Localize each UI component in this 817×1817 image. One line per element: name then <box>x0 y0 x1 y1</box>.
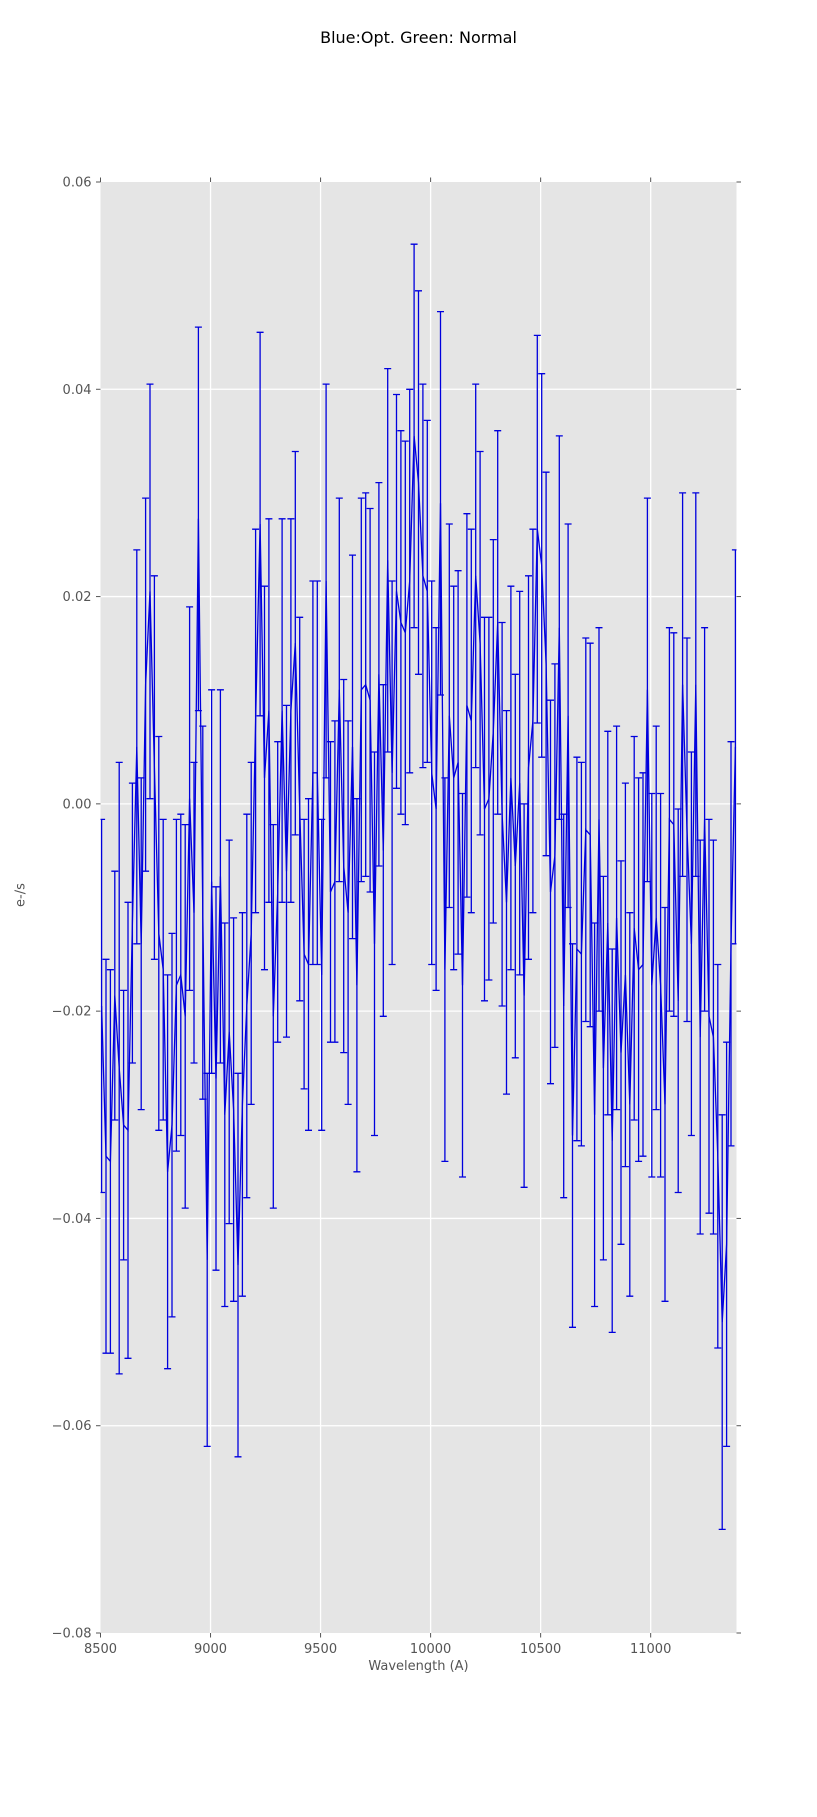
y-tick-label: −0.06 <box>52 1419 92 1434</box>
y-axis-label-text: e-/s <box>13 883 29 907</box>
x-tick-label: 9000 <box>194 1642 227 1657</box>
x-tick-label: 9500 <box>304 1642 337 1657</box>
y-tick-label: 0.06 <box>63 176 92 191</box>
x-tick-labels: 8500 9000 9500 10000 10500 11000 <box>84 1642 671 1657</box>
y-tick-label: −0.08 <box>52 1627 92 1642</box>
x-tick-label: 10500 <box>520 1642 561 1657</box>
y-tick-label: 0.04 <box>63 383 92 398</box>
x-tick-label: 10000 <box>410 1642 451 1657</box>
x-axis-label: Wavelength (A) <box>368 1659 469 1674</box>
chart-title: Blue:Opt. Green: Normal <box>320 28 517 47</box>
tick-marks <box>96 177 741 1638</box>
series-spectrum <box>100 243 737 1531</box>
x-tick-label: 8500 <box>84 1642 117 1657</box>
x-tick-label: 11000 <box>630 1642 671 1657</box>
y-tick-label: 0.02 <box>63 590 92 605</box>
y-tick-label: 0.00 <box>63 797 92 812</box>
y-tick-labels: 0.06 0.04 0.02 0.00 −0.02 −0.04 −0.06 −0.08 <box>52 176 92 1642</box>
y-tick-label: −0.04 <box>52 1212 92 1227</box>
y-tick-label: −0.02 <box>52 1005 92 1020</box>
series-line <box>100 435 737 1323</box>
